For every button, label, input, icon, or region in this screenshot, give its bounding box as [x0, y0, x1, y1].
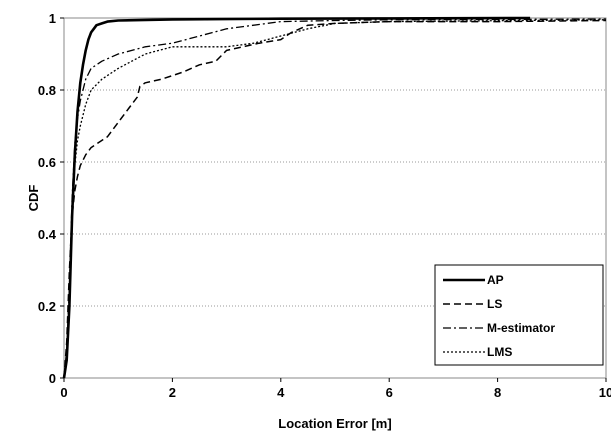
- axes-group: 00.20.40.60.810 2 4 6 8 10: [38, 11, 611, 400]
- series-line-lms: [63, 19, 607, 379]
- x-tick-label-1: 2: [169, 385, 176, 400]
- legend-label-2: M-estimator: [487, 321, 555, 335]
- legend: AP LS M-estimator LMS: [434, 264, 604, 366]
- y-axis-label: CDF: [26, 185, 41, 212]
- legend-box: [434, 264, 604, 366]
- legend-label-0: AP: [487, 273, 504, 287]
- y-tick-label-0: 0: [49, 371, 56, 386]
- x-tick-label-4: 8: [494, 385, 501, 400]
- x-tick-label-2: 4: [277, 385, 285, 400]
- y-tick-label-5: 1: [49, 11, 56, 26]
- y-tick-label-3: 0.6: [38, 155, 56, 170]
- x-tick-label-0: 0: [60, 385, 67, 400]
- x-tick-label-5: 10: [599, 385, 611, 400]
- x-axis-label: Location Error [m]: [278, 416, 391, 431]
- y-tick-label-4: 0.8: [38, 83, 56, 98]
- grid-lines: [64, 89, 606, 307]
- series-group: [62, 16, 607, 379]
- series-line-ls: [63, 19, 607, 379]
- x-tick-label-3: 6: [386, 385, 393, 400]
- legend-label-1: LS: [487, 297, 502, 311]
- legend-label-3: LMS: [487, 345, 512, 359]
- y-tick-label-2: 0.4: [38, 227, 57, 242]
- y-tick-label-1: 0.2: [38, 299, 56, 314]
